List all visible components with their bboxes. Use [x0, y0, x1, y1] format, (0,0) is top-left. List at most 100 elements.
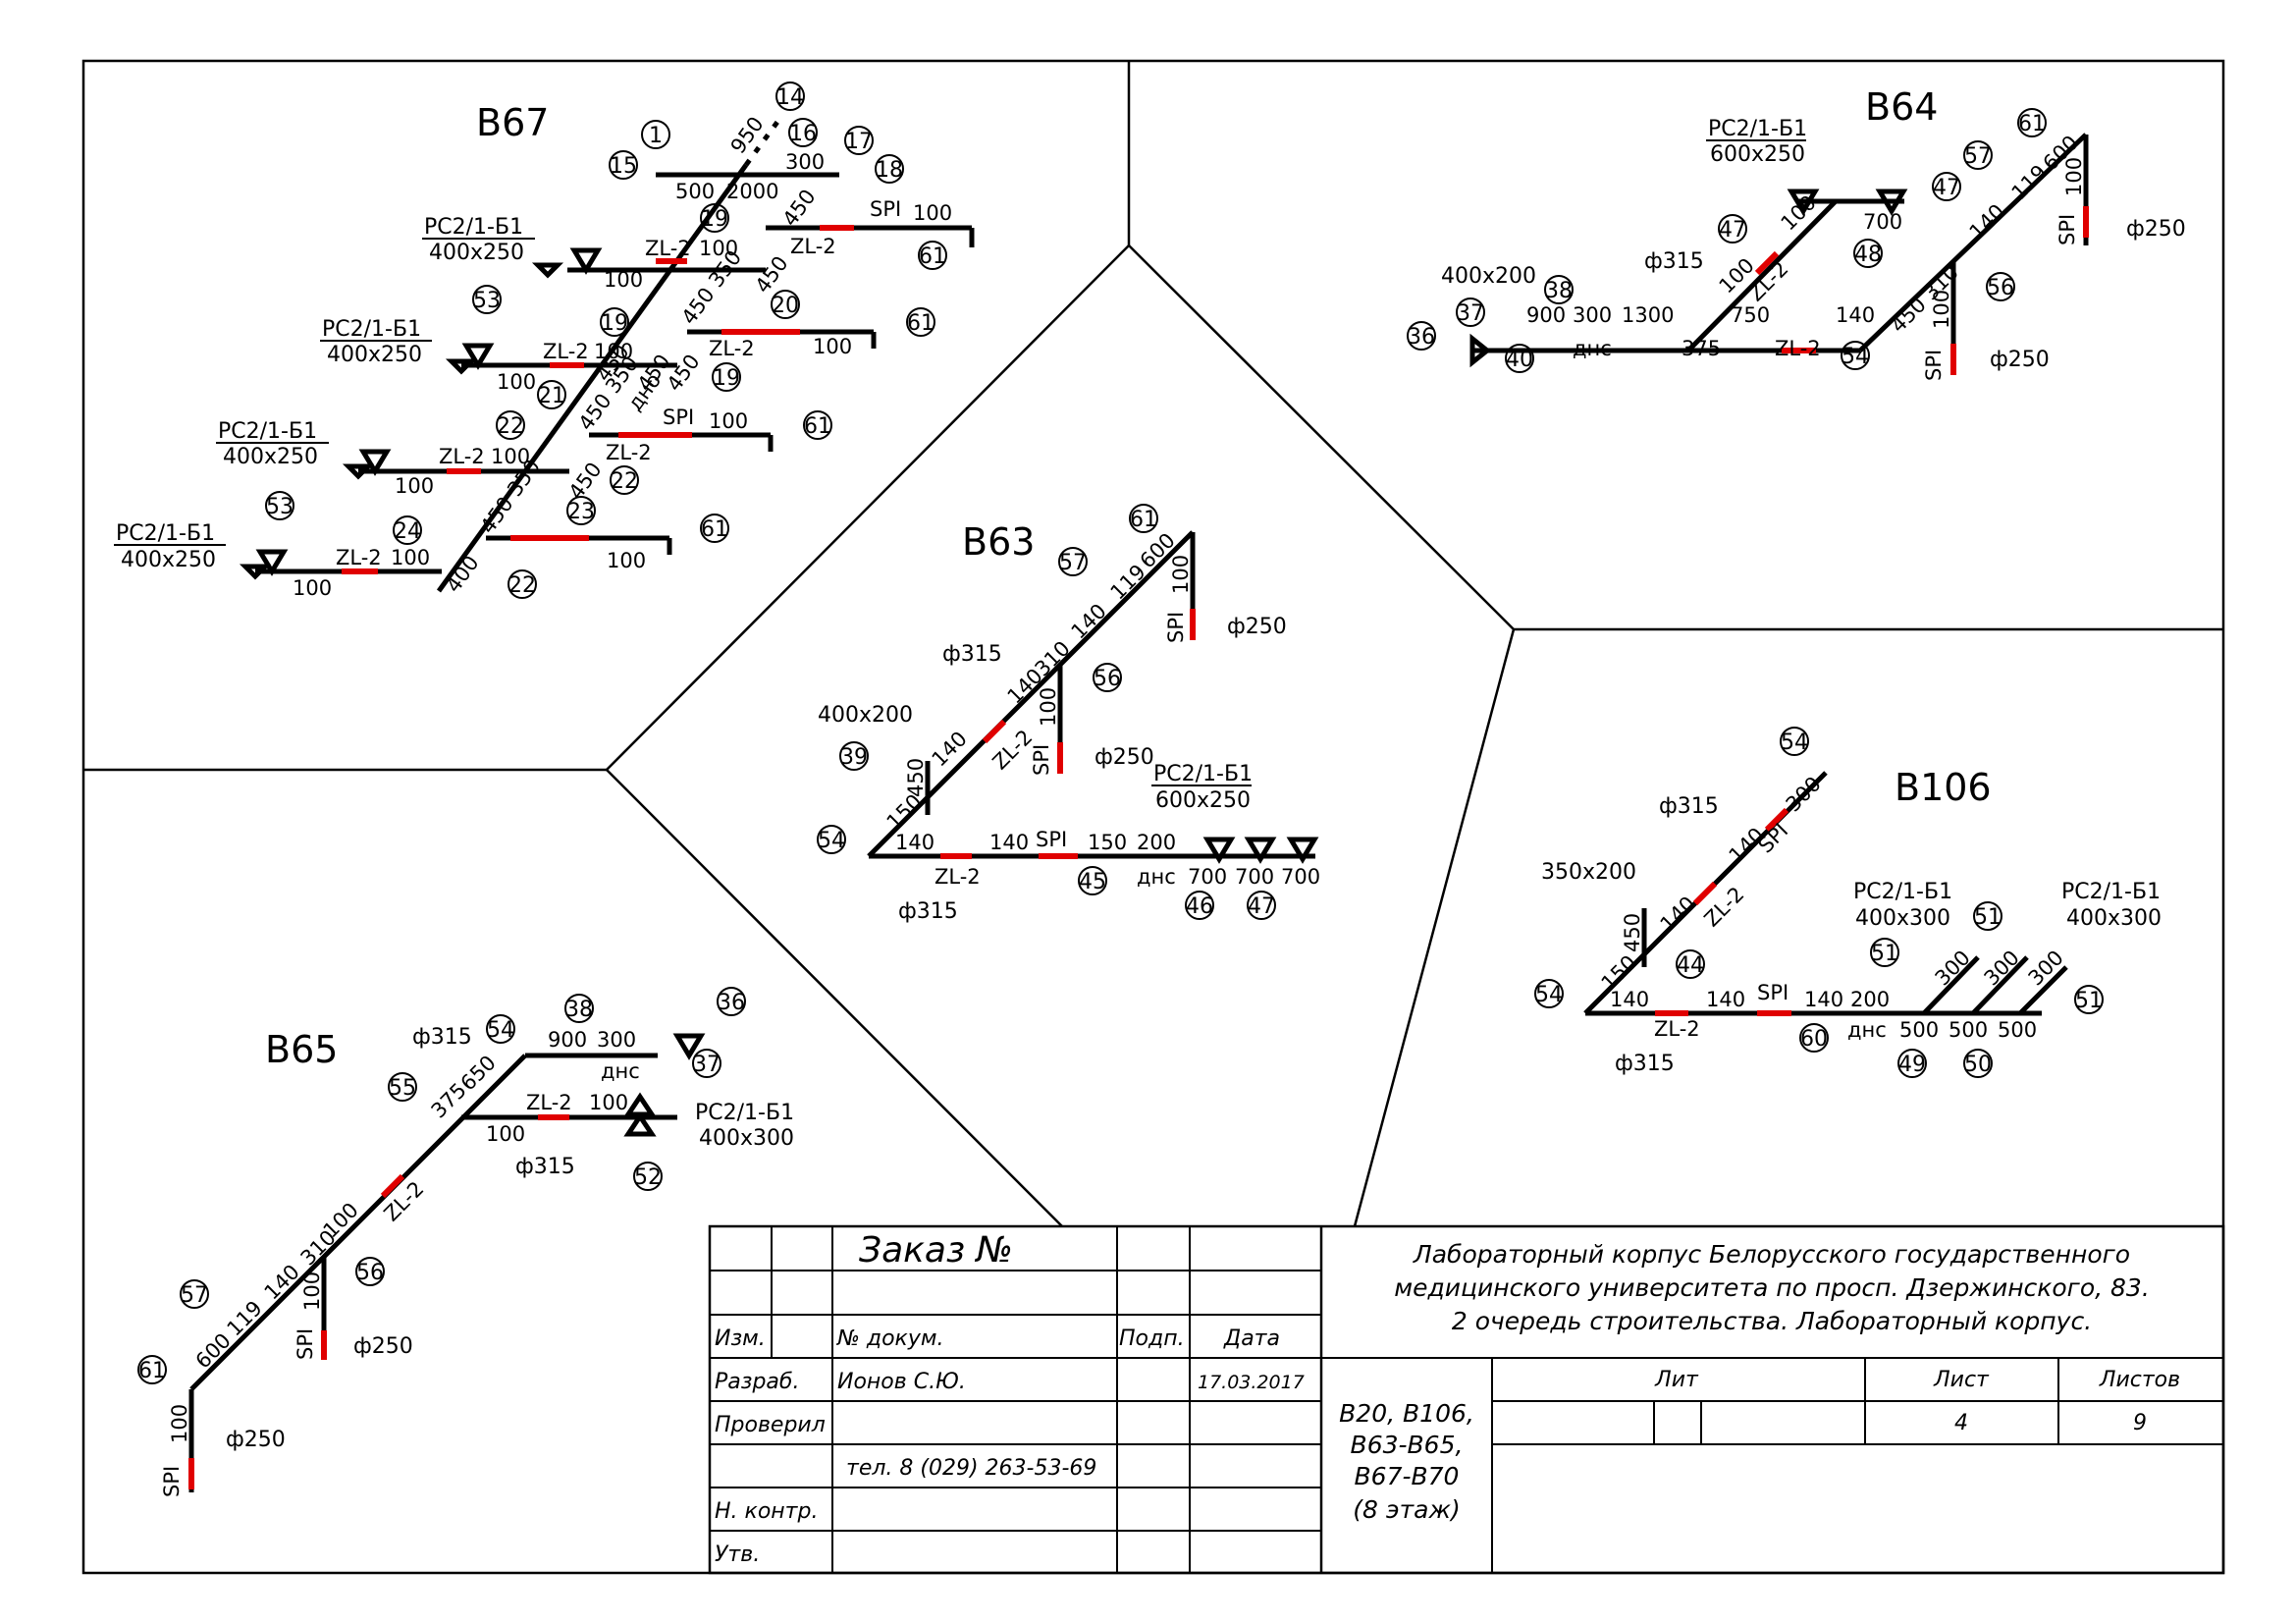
size-label: 350x200	[1541, 860, 1636, 885]
stub	[1971, 955, 2029, 1015]
valve-size: 400x250	[429, 241, 524, 265]
callout-bubble	[906, 307, 935, 337]
diameter-label: ф250	[1990, 348, 2050, 372]
valve-label: PC2/1-Б1	[116, 521, 215, 546]
dim-label: 1300	[1622, 303, 1674, 327]
diameter-label: ф250	[1227, 615, 1287, 639]
callout: 54	[1842, 345, 1869, 369]
pipe-label: SPI	[294, 1328, 317, 1360]
pipe-label: ZL-2	[934, 865, 981, 889]
callout: 49	[1898, 1053, 1926, 1077]
dim-label: 100	[1930, 290, 1953, 329]
callout: 1	[649, 124, 663, 148]
dns-label: днс	[1137, 865, 1176, 889]
valve-size: 600x250	[1155, 788, 1251, 813]
diameter-label: ф250	[353, 1334, 413, 1359]
pipe-label: SPI	[160, 1466, 184, 1497]
dim-label: 300	[2024, 946, 2068, 990]
callout: 17	[845, 130, 873, 154]
callout: 19	[601, 311, 628, 336]
pipe-label: ZL-2	[645, 237, 691, 260]
callout-bubble	[600, 307, 629, 337]
rev-label: Подп.	[1119, 1326, 1185, 1351]
valve-icon	[342, 449, 392, 480]
dim-label: 375	[1682, 337, 1721, 360]
dim-label: 150	[1088, 831, 1127, 854]
callout: 14	[776, 85, 804, 110]
callout: 45	[1079, 870, 1106, 894]
callout: 57	[181, 1283, 208, 1308]
sheet-label: Лист	[1933, 1368, 1990, 1392]
callout-bubble	[1407, 321, 1436, 351]
dim-label: 140	[1725, 823, 1769, 867]
callout-bubble	[388, 1072, 417, 1102]
callout-bubble	[507, 569, 537, 599]
callout-bubble	[1544, 275, 1574, 304]
row-label: Н. контр.	[715, 1499, 818, 1524]
dim-label: 600	[191, 1328, 236, 1373]
section-b65: B65 PC2/1-Б1 400x300 ф315 ф315 ф250 ф250…	[137, 987, 794, 1497]
dim-label: 700	[1235, 865, 1274, 889]
callout-bubble	[1897, 1049, 1927, 1078]
dns-label: днс	[1847, 1018, 1887, 1042]
dim-label: 100	[699, 237, 738, 260]
valve-icon	[239, 549, 289, 580]
dim-label: 100	[2062, 157, 2086, 196]
callout-bubble	[496, 410, 525, 440]
riser-dotted	[743, 116, 783, 167]
valve-label: PC2/1-Б1	[695, 1101, 794, 1125]
valve-label: PC2/1-Б1	[218, 419, 317, 444]
dim-label: 140	[1067, 599, 1111, 643]
rev-label: № докум.	[836, 1326, 943, 1351]
callout-bubble	[566, 496, 596, 525]
callout-bubble	[700, 203, 729, 233]
divider-pentagon-upper-left	[606, 244, 1130, 771]
callout: 54	[487, 1018, 514, 1043]
dim-label: 100	[300, 1271, 324, 1311]
pipe-label: ZL-2	[790, 235, 836, 258]
dim-label: 100	[168, 1404, 191, 1443]
rev-label: Дата	[1223, 1326, 1280, 1351]
dim-label: 500	[1899, 1018, 1939, 1042]
dim-label: 300	[597, 1028, 636, 1052]
dim-label: 450	[778, 185, 821, 231]
callout-bubble	[393, 515, 422, 545]
callout-bubble	[692, 1049, 721, 1078]
callout-bubble	[1718, 214, 1747, 243]
callout-bubble	[839, 741, 869, 771]
row-label: Разраб.	[715, 1370, 799, 1394]
dim-label: 100	[391, 546, 430, 569]
callout: 39	[840, 745, 868, 770]
diameter-label: ф315	[515, 1155, 575, 1179]
callout: 48	[1854, 243, 1882, 267]
title-block: Заказ № Изм. № докум. Подп. Дата Разраб.…	[708, 1224, 2225, 1575]
callout: 61	[907, 311, 934, 336]
callout: 38	[565, 998, 593, 1022]
divider-pentagon-upper-right	[1128, 244, 1515, 630]
valve-icon	[1469, 333, 1492, 368]
valve-size: 400x250	[327, 343, 422, 367]
callouts: 39 45 46 47 54 56 57 61	[817, 504, 1276, 920]
callout: 55	[389, 1076, 416, 1101]
callout: 22	[497, 414, 524, 439]
project-line: 2 очередь строительства. Лабораторный ко…	[1452, 1307, 2092, 1335]
dim-label: 300	[1980, 946, 2024, 990]
dim-label: 100	[486, 1122, 525, 1146]
callout-bubble	[1676, 949, 1705, 979]
callout-bubble	[2017, 108, 2047, 137]
callout-bubble	[641, 120, 670, 149]
callout: 56	[1987, 276, 2014, 300]
callout: 22	[508, 573, 536, 598]
order-label: Заказ №	[859, 1230, 1013, 1271]
callout-bubble	[1841, 341, 1870, 370]
callout-bubble	[1932, 172, 1961, 201]
dim-label: 500	[1949, 1018, 1988, 1042]
callout-bubble	[1078, 866, 1107, 895]
callout-bubble	[775, 81, 805, 111]
callout: 57	[1059, 551, 1087, 575]
callout: 60	[1800, 1027, 1828, 1052]
dim-label: 140	[895, 831, 934, 854]
callout: 61	[919, 244, 946, 269]
callout-bubble	[1870, 938, 1899, 967]
dim-label: 2000	[726, 180, 778, 203]
